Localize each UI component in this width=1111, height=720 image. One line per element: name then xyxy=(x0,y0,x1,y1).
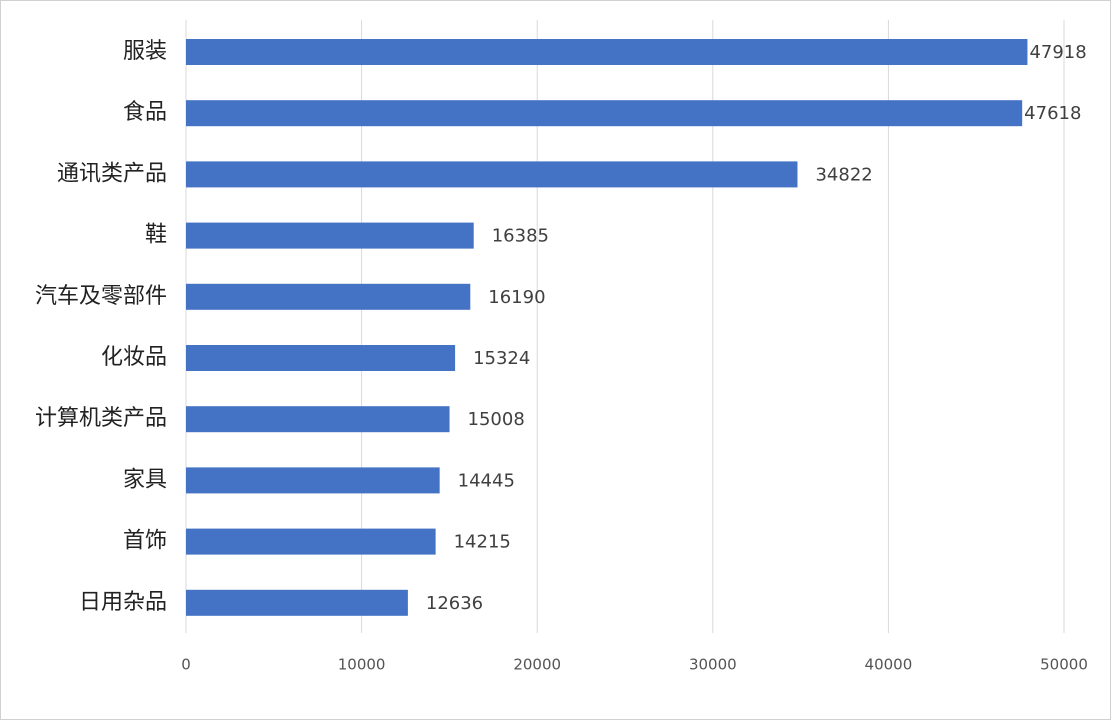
x-tick-label: 20000 xyxy=(513,656,561,674)
y-tick-label: 家具 xyxy=(123,467,167,492)
bar xyxy=(186,100,1023,127)
bar xyxy=(186,39,1028,65)
value-label: 34822 xyxy=(815,164,872,185)
y-tick-label: 首饰 xyxy=(123,529,167,554)
x-tick-label: 50000 xyxy=(1040,656,1088,674)
y-tick-label: 食品 xyxy=(123,100,167,125)
y-tick-label: 鞋 xyxy=(145,223,167,248)
value-label: 47918 xyxy=(1029,42,1086,63)
bar xyxy=(186,283,471,310)
y-tick-label: 汽车及零部件 xyxy=(35,284,167,309)
bar xyxy=(186,528,436,555)
value-label: 14215 xyxy=(454,532,511,553)
y-tick-label: 服装 xyxy=(123,39,167,64)
bar xyxy=(186,161,798,188)
x-tick-label: 0 xyxy=(181,656,191,674)
bar xyxy=(186,345,456,371)
value-label: 16385 xyxy=(492,226,549,247)
y-tick-label: 日用杂品 xyxy=(79,590,167,615)
bar xyxy=(186,222,474,249)
y-tick-label: 计算机类产品 xyxy=(35,406,167,431)
x-tick-label: 40000 xyxy=(865,656,913,674)
value-label: 15324 xyxy=(473,348,530,369)
y-tick-label: 化妆品 xyxy=(101,345,167,370)
value-label: 15008 xyxy=(468,409,525,430)
x-tick-label: 30000 xyxy=(689,656,737,674)
y-tick-label: 通讯类产品 xyxy=(57,161,167,186)
value-label: 14445 xyxy=(458,470,515,491)
value-label: 47618 xyxy=(1024,103,1081,124)
bar xyxy=(186,589,408,616)
value-label: 12636 xyxy=(426,593,483,614)
x-tick-label: 10000 xyxy=(338,656,386,674)
bar xyxy=(186,467,440,494)
bar xyxy=(186,406,450,433)
value-label: 16190 xyxy=(488,287,545,308)
